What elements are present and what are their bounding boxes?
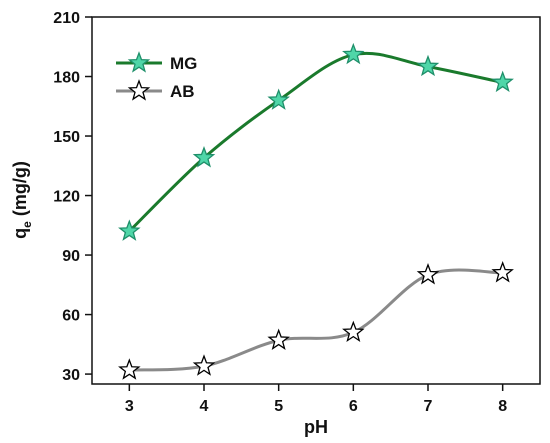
x-tick-label: 3 (125, 398, 134, 415)
data-point-mg (118, 219, 141, 241)
y-tick-label: 30 (62, 367, 80, 384)
legend-label-ab: AB (170, 82, 195, 101)
data-point-mg (267, 88, 290, 110)
data-point-mg (491, 70, 514, 93)
data-point-ab (491, 261, 514, 283)
plot-frame (91, 16, 541, 385)
y-tick-label: 60 (62, 308, 80, 325)
x-axis-title: pH (304, 417, 328, 437)
x-tick-label: 4 (200, 398, 209, 415)
y-tick-label: 120 (53, 189, 80, 206)
x-tick-label: 6 (349, 398, 358, 415)
series-line-ab (129, 268, 503, 372)
data-point-ab (416, 263, 440, 285)
legend-marker-ab (127, 79, 151, 101)
x-axis-ticks: 3 4 5 6 7 8 (125, 384, 507, 415)
y-axis-title: qe (mg/g) (10, 161, 34, 239)
data-point-ab (267, 328, 290, 350)
data-point-mg (192, 145, 216, 168)
y-axis-title-unit: (mg/g) (10, 161, 30, 221)
y-axis-title-main: q (10, 228, 30, 239)
legend-marker-mg (127, 51, 151, 73)
y-tick-label: 180 (53, 70, 80, 87)
y-tick-label: 210 (53, 10, 80, 27)
data-point-ab (118, 358, 141, 380)
series-layer (118, 42, 514, 380)
legend-label-mg: MG (170, 54, 197, 73)
legend: MG AB (116, 51, 197, 101)
x-tick-label: 5 (274, 398, 283, 415)
y-axis-ticks: 30 60 90 120 150 180 210 (53, 10, 92, 384)
y-tick-label: 90 (62, 248, 80, 265)
y-axis-title-subscript: e (20, 221, 34, 228)
data-point-mg (342, 42, 365, 65)
data-point-mg (416, 54, 440, 77)
x-tick-label: 8 (498, 398, 507, 415)
y-tick-label: 150 (53, 129, 80, 146)
data-point-ab (192, 354, 216, 376)
x-tick-label: 7 (424, 398, 433, 415)
data-point-ab (342, 320, 365, 343)
series-line-mg (128, 51, 503, 233)
